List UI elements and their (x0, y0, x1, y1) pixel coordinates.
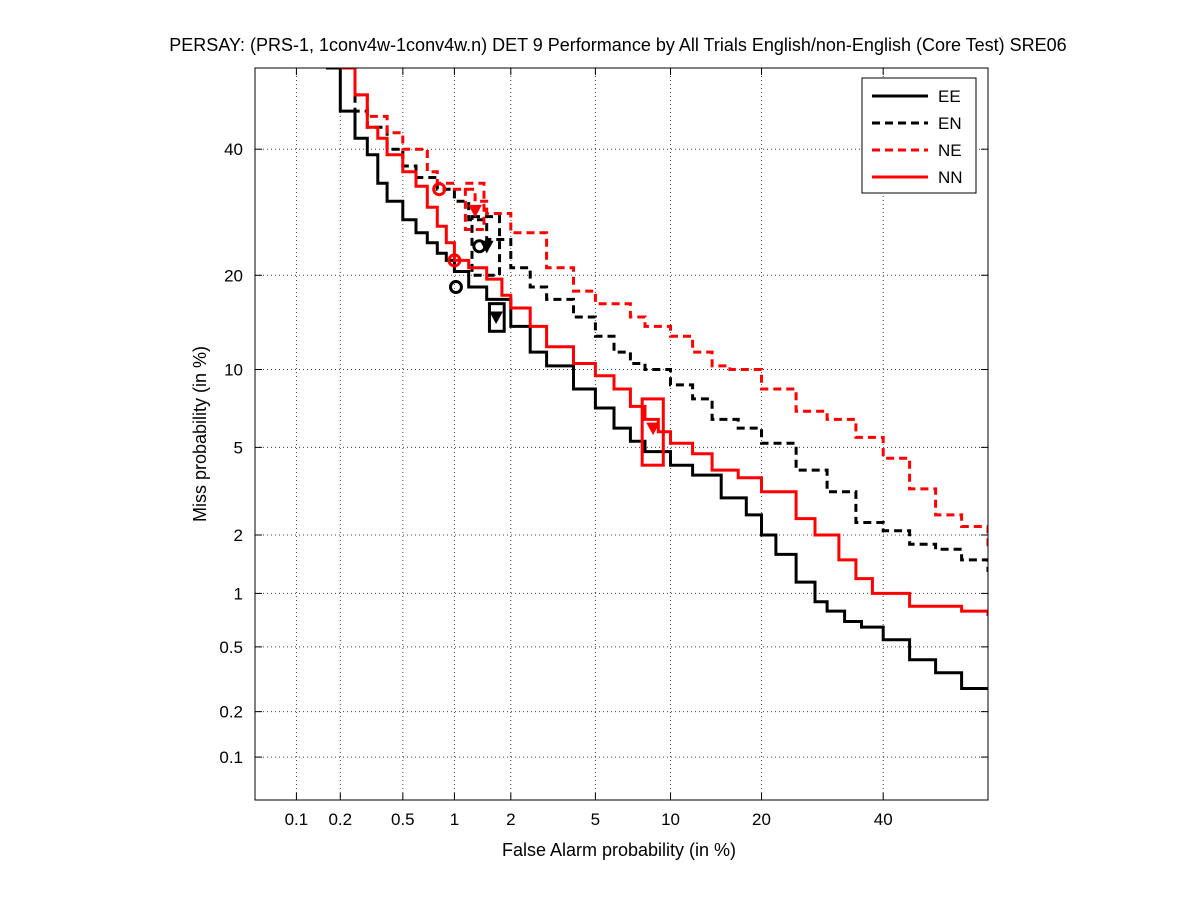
act-dcf-marker-nn (447, 253, 462, 268)
x-tick-label: 1 (450, 810, 459, 829)
x-tick-label: 2 (506, 810, 515, 829)
y-tick-label: 2 (234, 526, 243, 545)
chart-title: PERSAY: (PRS-1, 1conv4w-1conv4w.n) DET 9… (169, 35, 1066, 55)
plot-frame (254, 67, 989, 801)
series-line-nn (340, 68, 988, 617)
y-tick-label: 0.1 (219, 748, 243, 767)
ci-box-nn (640, 397, 665, 467)
legend-label-en: EN (938, 114, 962, 133)
x-tick-label: 20 (752, 810, 771, 829)
y-tick-label: 10 (224, 361, 243, 380)
x-tick-label: 5 (591, 810, 600, 829)
act-dcf-marker-ee (448, 280, 463, 295)
axes: 0.1 0.2 0.5 1 2 5 10 20 40 0.1 0.2 0.5 1 2 5 10 20 40 (219, 67, 989, 829)
act-dcf-marker-ne (432, 182, 447, 197)
ci-box-en (470, 215, 502, 277)
series-ne (340, 68, 988, 550)
series-layer (325, 68, 988, 690)
x-tick-label: 10 (661, 810, 680, 829)
min-dcf-marker-nn (646, 422, 660, 436)
x-tick-label: 0.2 (328, 810, 352, 829)
ci-box-ee (487, 302, 506, 333)
legend-label-nn: NN (938, 168, 963, 187)
min-dcf-marker-ne (468, 204, 482, 218)
series-line-ne (340, 68, 988, 550)
y-tick-label: 5 (234, 438, 243, 457)
series-line-ee (325, 68, 988, 690)
y-tick-label: 0.5 (219, 638, 243, 657)
y-axis-label: Miss probability (in %) (190, 346, 210, 522)
y-tick-label: 20 (224, 266, 243, 285)
act-dcf-marker-en (472, 239, 487, 254)
y-tick-label: 1 (234, 584, 243, 603)
legend-label-ee: EE (938, 87, 961, 106)
x-tick-label: 0.1 (285, 810, 309, 829)
series-nn (340, 68, 988, 617)
series-ee (325, 68, 988, 690)
legend: EE EN NE NN (861, 77, 977, 194)
x-axis-label: False Alarm probability (in %) (502, 840, 736, 860)
x-tick-label: 0.5 (391, 810, 415, 829)
y-tick-label: 0.2 (219, 703, 243, 722)
legend-label-ne: NE (938, 141, 962, 160)
x-tick-label: 40 (874, 810, 893, 829)
min-dcf-marker-ee (489, 311, 503, 325)
y-tick-label: 40 (224, 140, 243, 159)
ci-box-ne (463, 181, 486, 231)
